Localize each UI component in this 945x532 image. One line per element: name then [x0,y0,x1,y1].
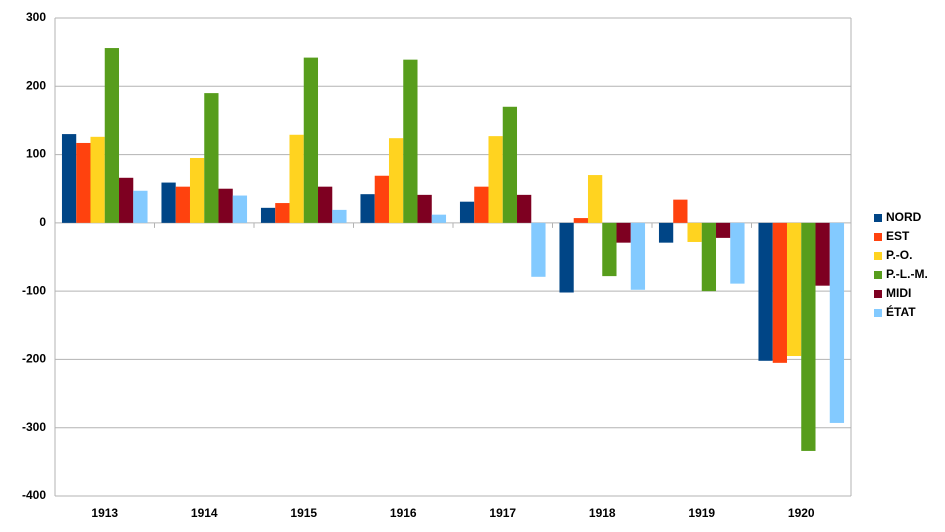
bar [573,218,588,223]
bar [616,222,631,243]
x-tick-label: 1916 [390,506,417,520]
bar [360,194,375,223]
bar [658,222,674,243]
x-tick-label: 1914 [191,506,218,520]
bar [303,57,319,223]
bar [786,222,802,357]
bar [502,106,518,223]
bar [687,222,702,242]
bar [459,201,475,223]
y-tick-label: 200 [26,78,46,92]
legend-swatch [874,252,882,260]
bar [76,142,91,223]
x-tick-label: 1920 [788,506,815,520]
legend-label: ÉTAT [886,304,916,319]
y-tick-label: -400 [22,488,46,502]
bar [119,177,134,223]
bar [716,222,731,238]
legend-swatch [874,309,882,317]
bar [374,175,389,223]
bar [431,214,447,223]
bar [417,194,432,223]
bar [104,48,120,223]
x-tick-label: 1919 [688,506,715,520]
x-tick-label: 1918 [589,506,616,520]
bar [275,203,290,223]
y-tick-label: -100 [22,283,46,297]
bar [232,195,248,223]
bar [218,188,233,223]
bar [388,138,404,223]
y-tick-label: 300 [26,10,46,24]
bar [260,207,276,223]
bar [133,190,148,223]
bar [701,222,717,292]
y-tick-label: 0 [39,215,46,229]
legend-swatch [874,214,882,222]
legend-label: P.-L.-M. [886,267,928,281]
bar [403,59,418,223]
x-tick-label: 1913 [91,506,118,520]
bar [488,136,503,223]
bar [602,222,617,277]
legend-swatch [874,271,882,279]
legend-label: EST [886,229,910,243]
bar [801,222,816,451]
bar [61,134,77,223]
x-tick-label: 1915 [290,506,317,520]
bar [758,222,773,361]
bar [587,175,603,223]
bar [730,222,745,284]
legend-label: P.-O. [886,248,912,262]
legend-swatch [874,233,882,241]
legend-label: MIDI [886,286,911,300]
y-tick-label: 100 [26,147,46,161]
bar [531,222,546,277]
bar [189,157,205,223]
legend-label: NORD [886,210,922,224]
x-tick-label: 1917 [489,506,516,520]
bar [772,222,787,363]
bar [204,93,219,223]
bar [630,222,646,290]
bar [673,199,688,223]
bar [474,186,489,223]
bar [289,134,304,223]
bar [161,182,176,223]
legend-swatch [874,290,882,298]
y-tick-label: -200 [22,352,46,366]
bar [318,186,333,223]
bar [175,186,190,223]
bar [829,222,845,423]
bar [815,222,830,286]
bar [517,194,532,223]
bar [559,222,574,293]
y-tick-label: -300 [22,420,46,434]
bar [90,136,105,223]
bar [332,209,347,223]
